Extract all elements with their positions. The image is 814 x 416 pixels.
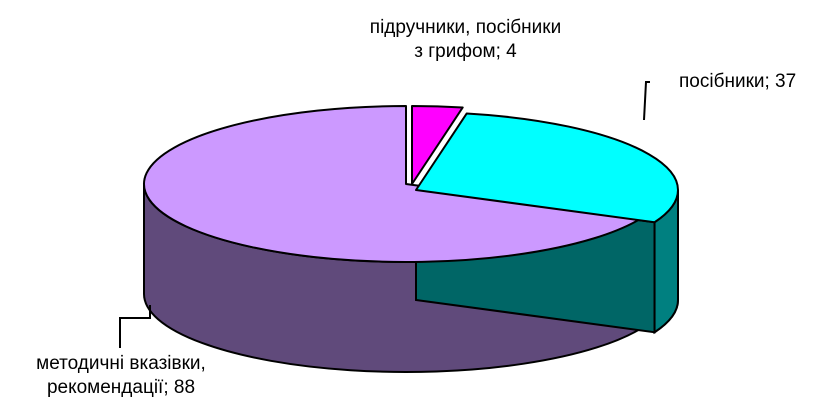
slice-top-manuals	[415, 112, 679, 224]
slice-label-textbooks: підручники, посібники з грифом; 4	[369, 17, 562, 62]
slice-label-guidelines: методичні вказівки, рекомендації; 88	[36, 353, 206, 398]
leader-guidelines	[119, 305, 151, 348]
pie-tops	[143, 105, 679, 263]
slice-top-textbooks	[411, 105, 464, 185]
leader-manuals	[643, 81, 650, 121]
slice-label-manuals: посібники; 37	[679, 71, 797, 92]
slice-top-guidelines	[143, 105, 646, 263]
leader-lines	[119, 81, 650, 348]
